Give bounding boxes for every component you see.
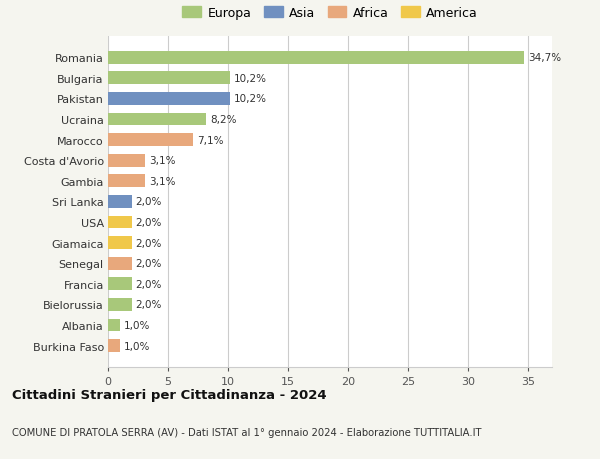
Bar xyxy=(108,134,193,147)
Text: 2,0%: 2,0% xyxy=(136,218,162,228)
Bar xyxy=(108,298,132,311)
Bar xyxy=(108,113,206,126)
Bar xyxy=(108,72,230,85)
Text: 1,0%: 1,0% xyxy=(124,341,150,351)
Bar xyxy=(108,237,132,249)
Bar xyxy=(108,216,132,229)
Text: 10,2%: 10,2% xyxy=(234,74,267,84)
Text: 2,0%: 2,0% xyxy=(136,238,162,248)
Text: 1,0%: 1,0% xyxy=(124,320,150,330)
Text: 34,7%: 34,7% xyxy=(528,53,561,63)
Text: 3,1%: 3,1% xyxy=(149,156,175,166)
Bar xyxy=(108,340,120,352)
Bar xyxy=(108,257,132,270)
Text: 3,1%: 3,1% xyxy=(149,176,175,186)
Text: 2,0%: 2,0% xyxy=(136,279,162,289)
Bar xyxy=(108,319,120,332)
Text: COMUNE DI PRATOLA SERRA (AV) - Dati ISTAT al 1° gennaio 2024 - Elaborazione TUTT: COMUNE DI PRATOLA SERRA (AV) - Dati ISTA… xyxy=(12,427,482,437)
Text: Cittadini Stranieri per Cittadinanza - 2024: Cittadini Stranieri per Cittadinanza - 2… xyxy=(12,388,326,401)
Bar xyxy=(108,278,132,291)
Bar xyxy=(108,93,230,106)
Legend: Europa, Asia, Africa, America: Europa, Asia, Africa, America xyxy=(179,3,481,24)
Text: 2,0%: 2,0% xyxy=(136,258,162,269)
Bar xyxy=(108,155,145,167)
Bar xyxy=(108,175,145,188)
Text: 2,0%: 2,0% xyxy=(136,197,162,207)
Text: 10,2%: 10,2% xyxy=(234,94,267,104)
Bar xyxy=(108,52,524,64)
Text: 7,1%: 7,1% xyxy=(197,135,223,146)
Text: 2,0%: 2,0% xyxy=(136,300,162,310)
Bar xyxy=(108,196,132,208)
Text: 8,2%: 8,2% xyxy=(210,115,236,125)
